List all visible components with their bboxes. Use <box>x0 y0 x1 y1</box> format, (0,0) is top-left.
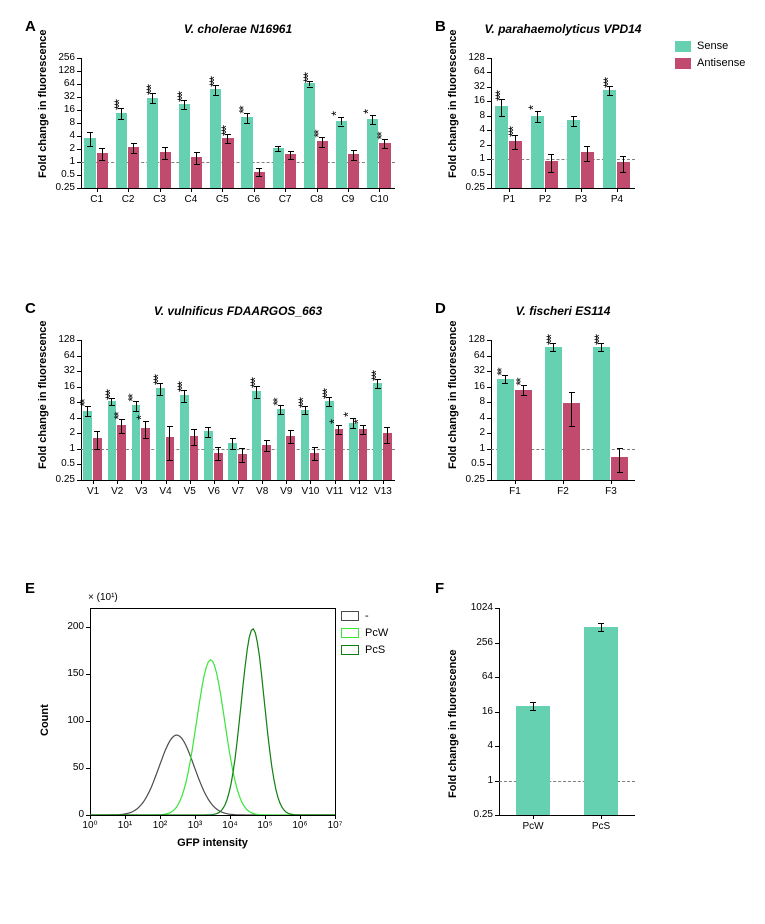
flow-cytometry-plot <box>90 608 335 815</box>
figure-root: AV. cholerae N169610.250.512481632641282… <box>0 0 765 924</box>
